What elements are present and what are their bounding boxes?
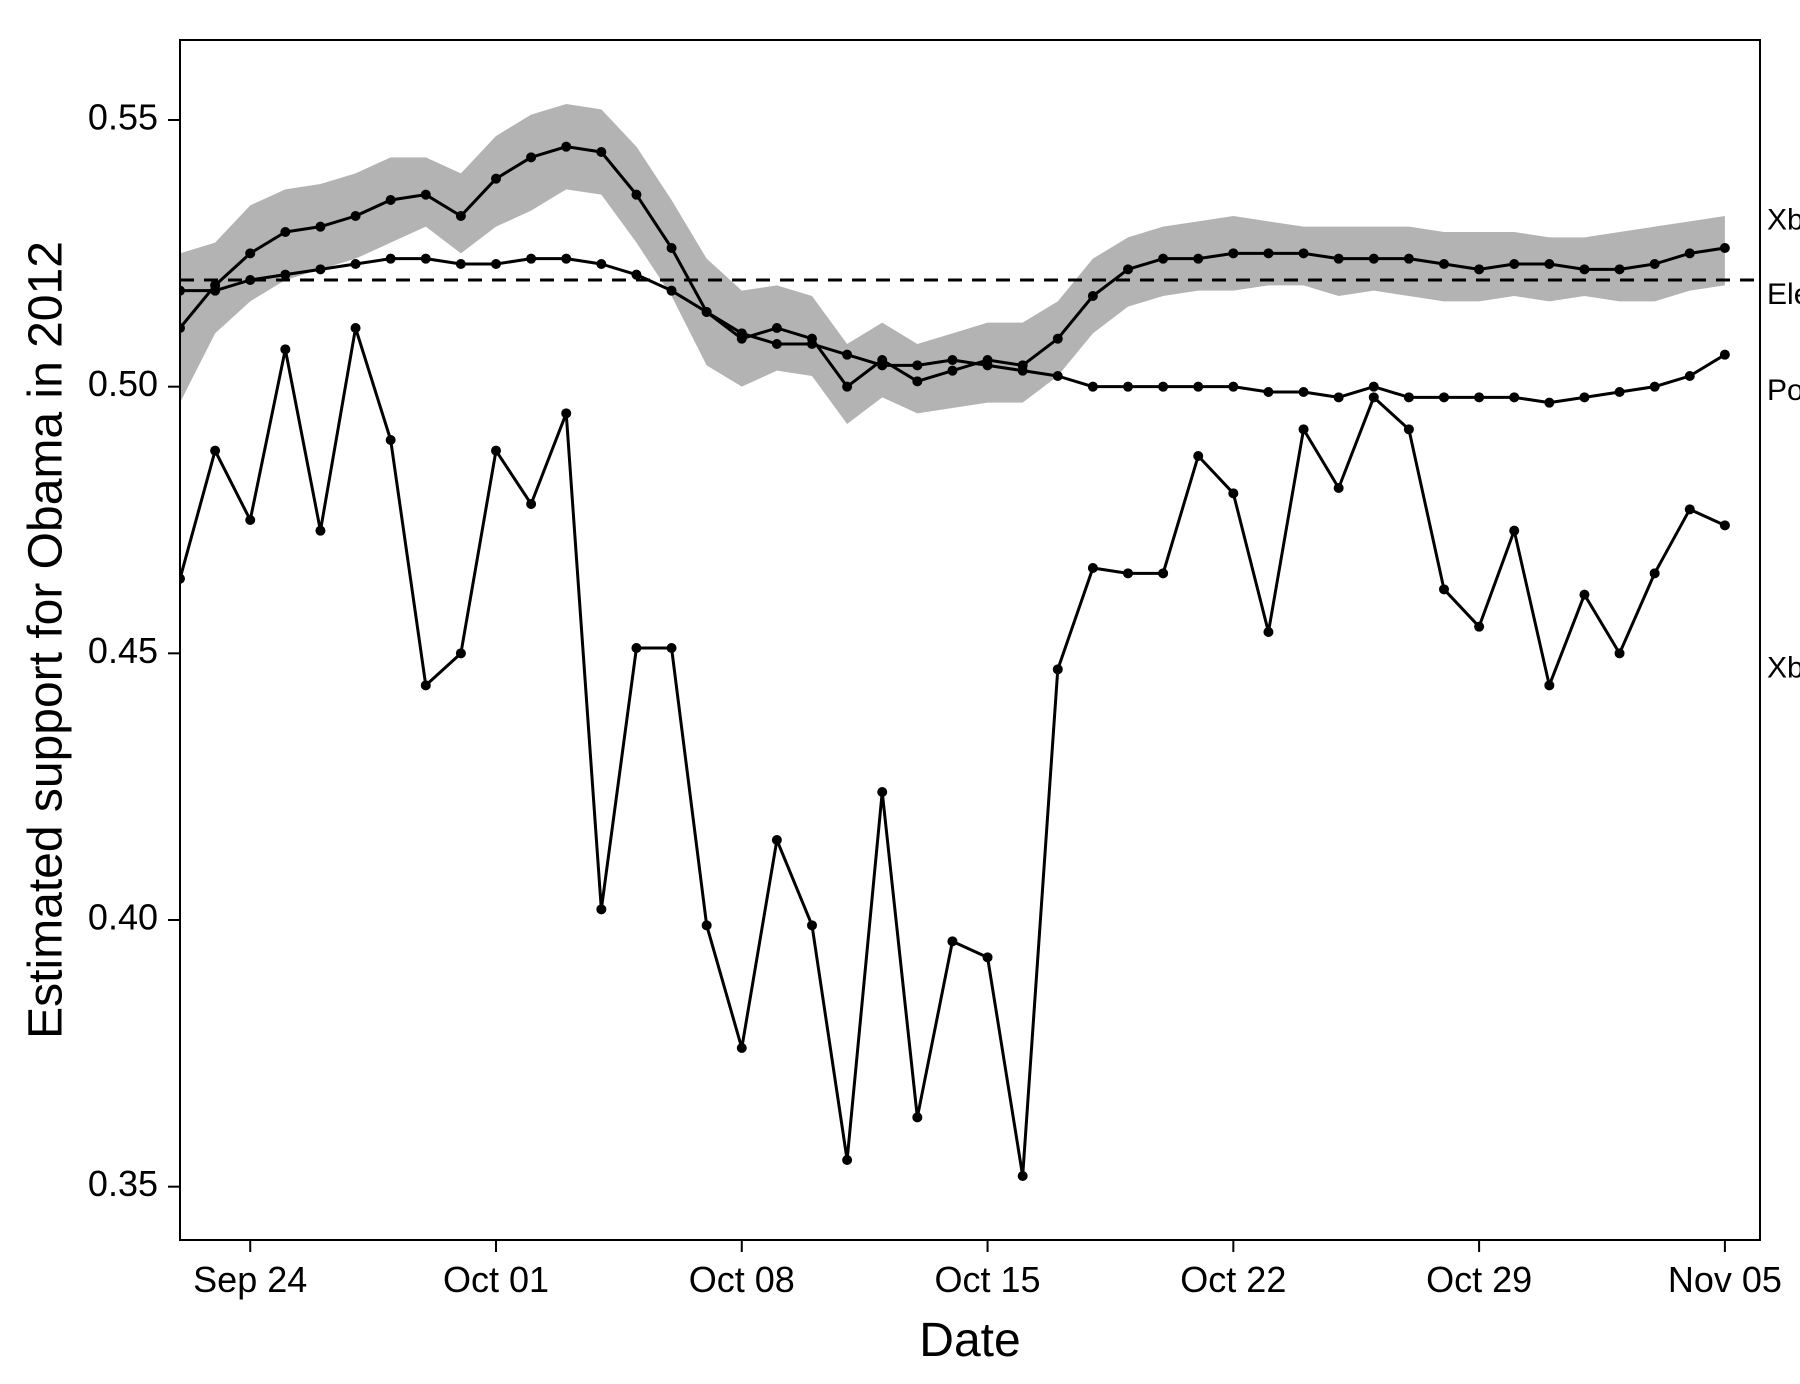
y-tick-label: 0.35 (88, 1163, 158, 1204)
y-tick-label: 0.45 (88, 630, 158, 671)
x-tick-label: Oct 01 (443, 1259, 549, 1300)
label-xbox-unweighted: Xbox unweighted (1767, 651, 1800, 684)
label-xbox-weighted: Xbox weighted (1767, 203, 1800, 236)
x-tick-label: Oct 22 (1180, 1259, 1286, 1300)
y-axis-title: Estimated support for Obama in 2012 (20, 241, 73, 1039)
chart-container: 0.35 0.40 0.45 0.50 0.55 Sep 24 Oct 01 Oct 08 Oc… (0, 0, 1800, 1384)
y-tick-label: 0.55 (88, 97, 158, 138)
y-tick-label: 0.50 (88, 363, 158, 404)
label-election-result: Election result (1767, 278, 1800, 311)
label-pollster: Pollster.com (1767, 374, 1800, 407)
x-axis-title: Date (919, 1314, 1020, 1367)
y-tick-label: 0.40 (88, 897, 158, 938)
x-tick-label: Oct 08 (689, 1259, 795, 1300)
x-tick-label: Oct 15 (935, 1259, 1041, 1300)
chart-svg: 0.35 0.40 0.45 0.50 0.55 Sep 24 Oct 01 Oct 08 Oc… (0, 0, 1800, 1384)
x-tick-label: Sep 24 (193, 1259, 307, 1300)
x-tick-label: Nov 05 (1668, 1259, 1782, 1300)
x-tick-label: Oct 29 (1426, 1259, 1532, 1300)
